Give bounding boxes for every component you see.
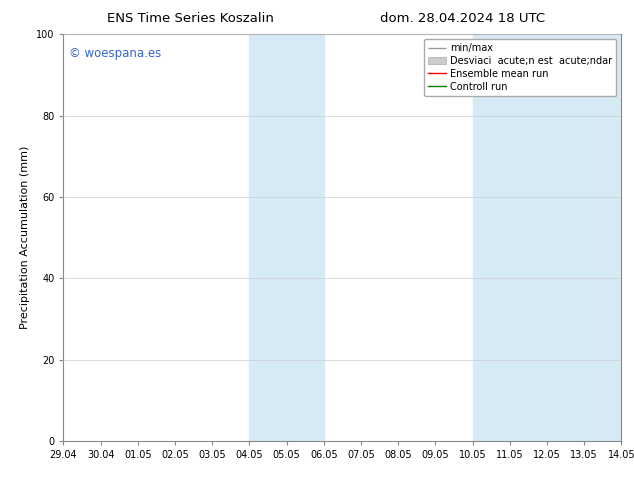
Text: © woespana.es: © woespana.es [69, 47, 161, 59]
Bar [472, 34, 621, 441]
Bar [249, 34, 324, 441]
Text: dom. 28.04.2024 18 UTC: dom. 28.04.2024 18 UTC [380, 12, 545, 25]
Text: ENS Time Series Koszalin: ENS Time Series Koszalin [107, 12, 274, 25]
Legend: min/max, Desviaci  acute;n est  acute;ndar, Ensemble mean run, Controll run: min/max, Desviaci acute;n est acute;ndar… [424, 39, 616, 96]
Y-axis label: Precipitation Accumulation (mm): Precipitation Accumulation (mm) [20, 146, 30, 329]
